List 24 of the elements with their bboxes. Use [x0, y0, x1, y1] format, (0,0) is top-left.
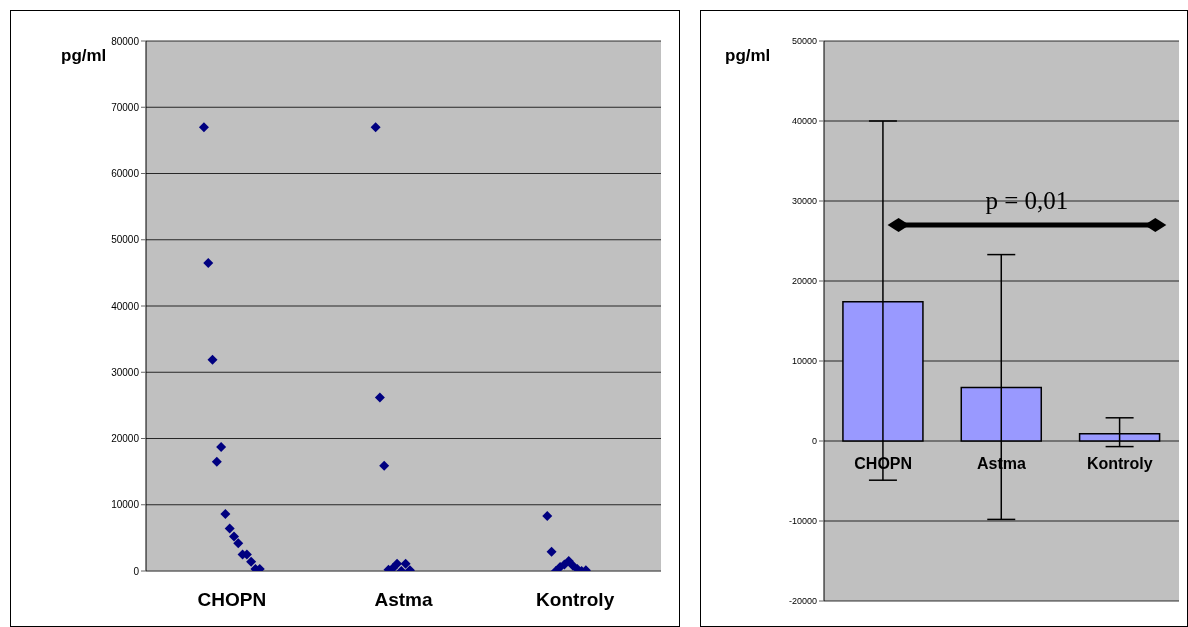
- y-tick-label: 80000: [111, 35, 140, 47]
- y-tick-label: 50000: [111, 234, 140, 246]
- y-tick-label: 30000: [111, 366, 140, 378]
- y-tick-label: 40000: [111, 300, 140, 312]
- annotation: p = 0,01: [985, 187, 1069, 214]
- y-axis-title: pg/ml: [725, 46, 771, 66]
- y-tick-label: -10000: [788, 516, 817, 527]
- x-tick-label: Kontroly: [1086, 455, 1153, 472]
- y-tick-label: 20000: [111, 433, 140, 445]
- x-tick-label: Astma: [374, 589, 433, 611]
- y-tick-label: 10000: [111, 499, 140, 511]
- x-tick-label: CHOPN: [197, 589, 267, 611]
- y-tick-label: 30000: [791, 196, 817, 207]
- y-tick-label: 10000: [791, 356, 817, 367]
- y-tick-label: 0: [811, 436, 817, 447]
- y-tick-label: 20000: [791, 276, 817, 287]
- y-tick-label: 0: [133, 565, 140, 577]
- y-tick-label: -20000: [788, 596, 817, 607]
- y-tick-label: 50000: [791, 36, 817, 47]
- y-tick-label: 60000: [111, 168, 140, 180]
- y-tick-label: 70000: [111, 101, 140, 113]
- y-tick-label: 40000: [791, 116, 817, 127]
- x-tick-label: Kontroly: [536, 589, 615, 611]
- y-axis-title: pg/ml: [61, 46, 107, 66]
